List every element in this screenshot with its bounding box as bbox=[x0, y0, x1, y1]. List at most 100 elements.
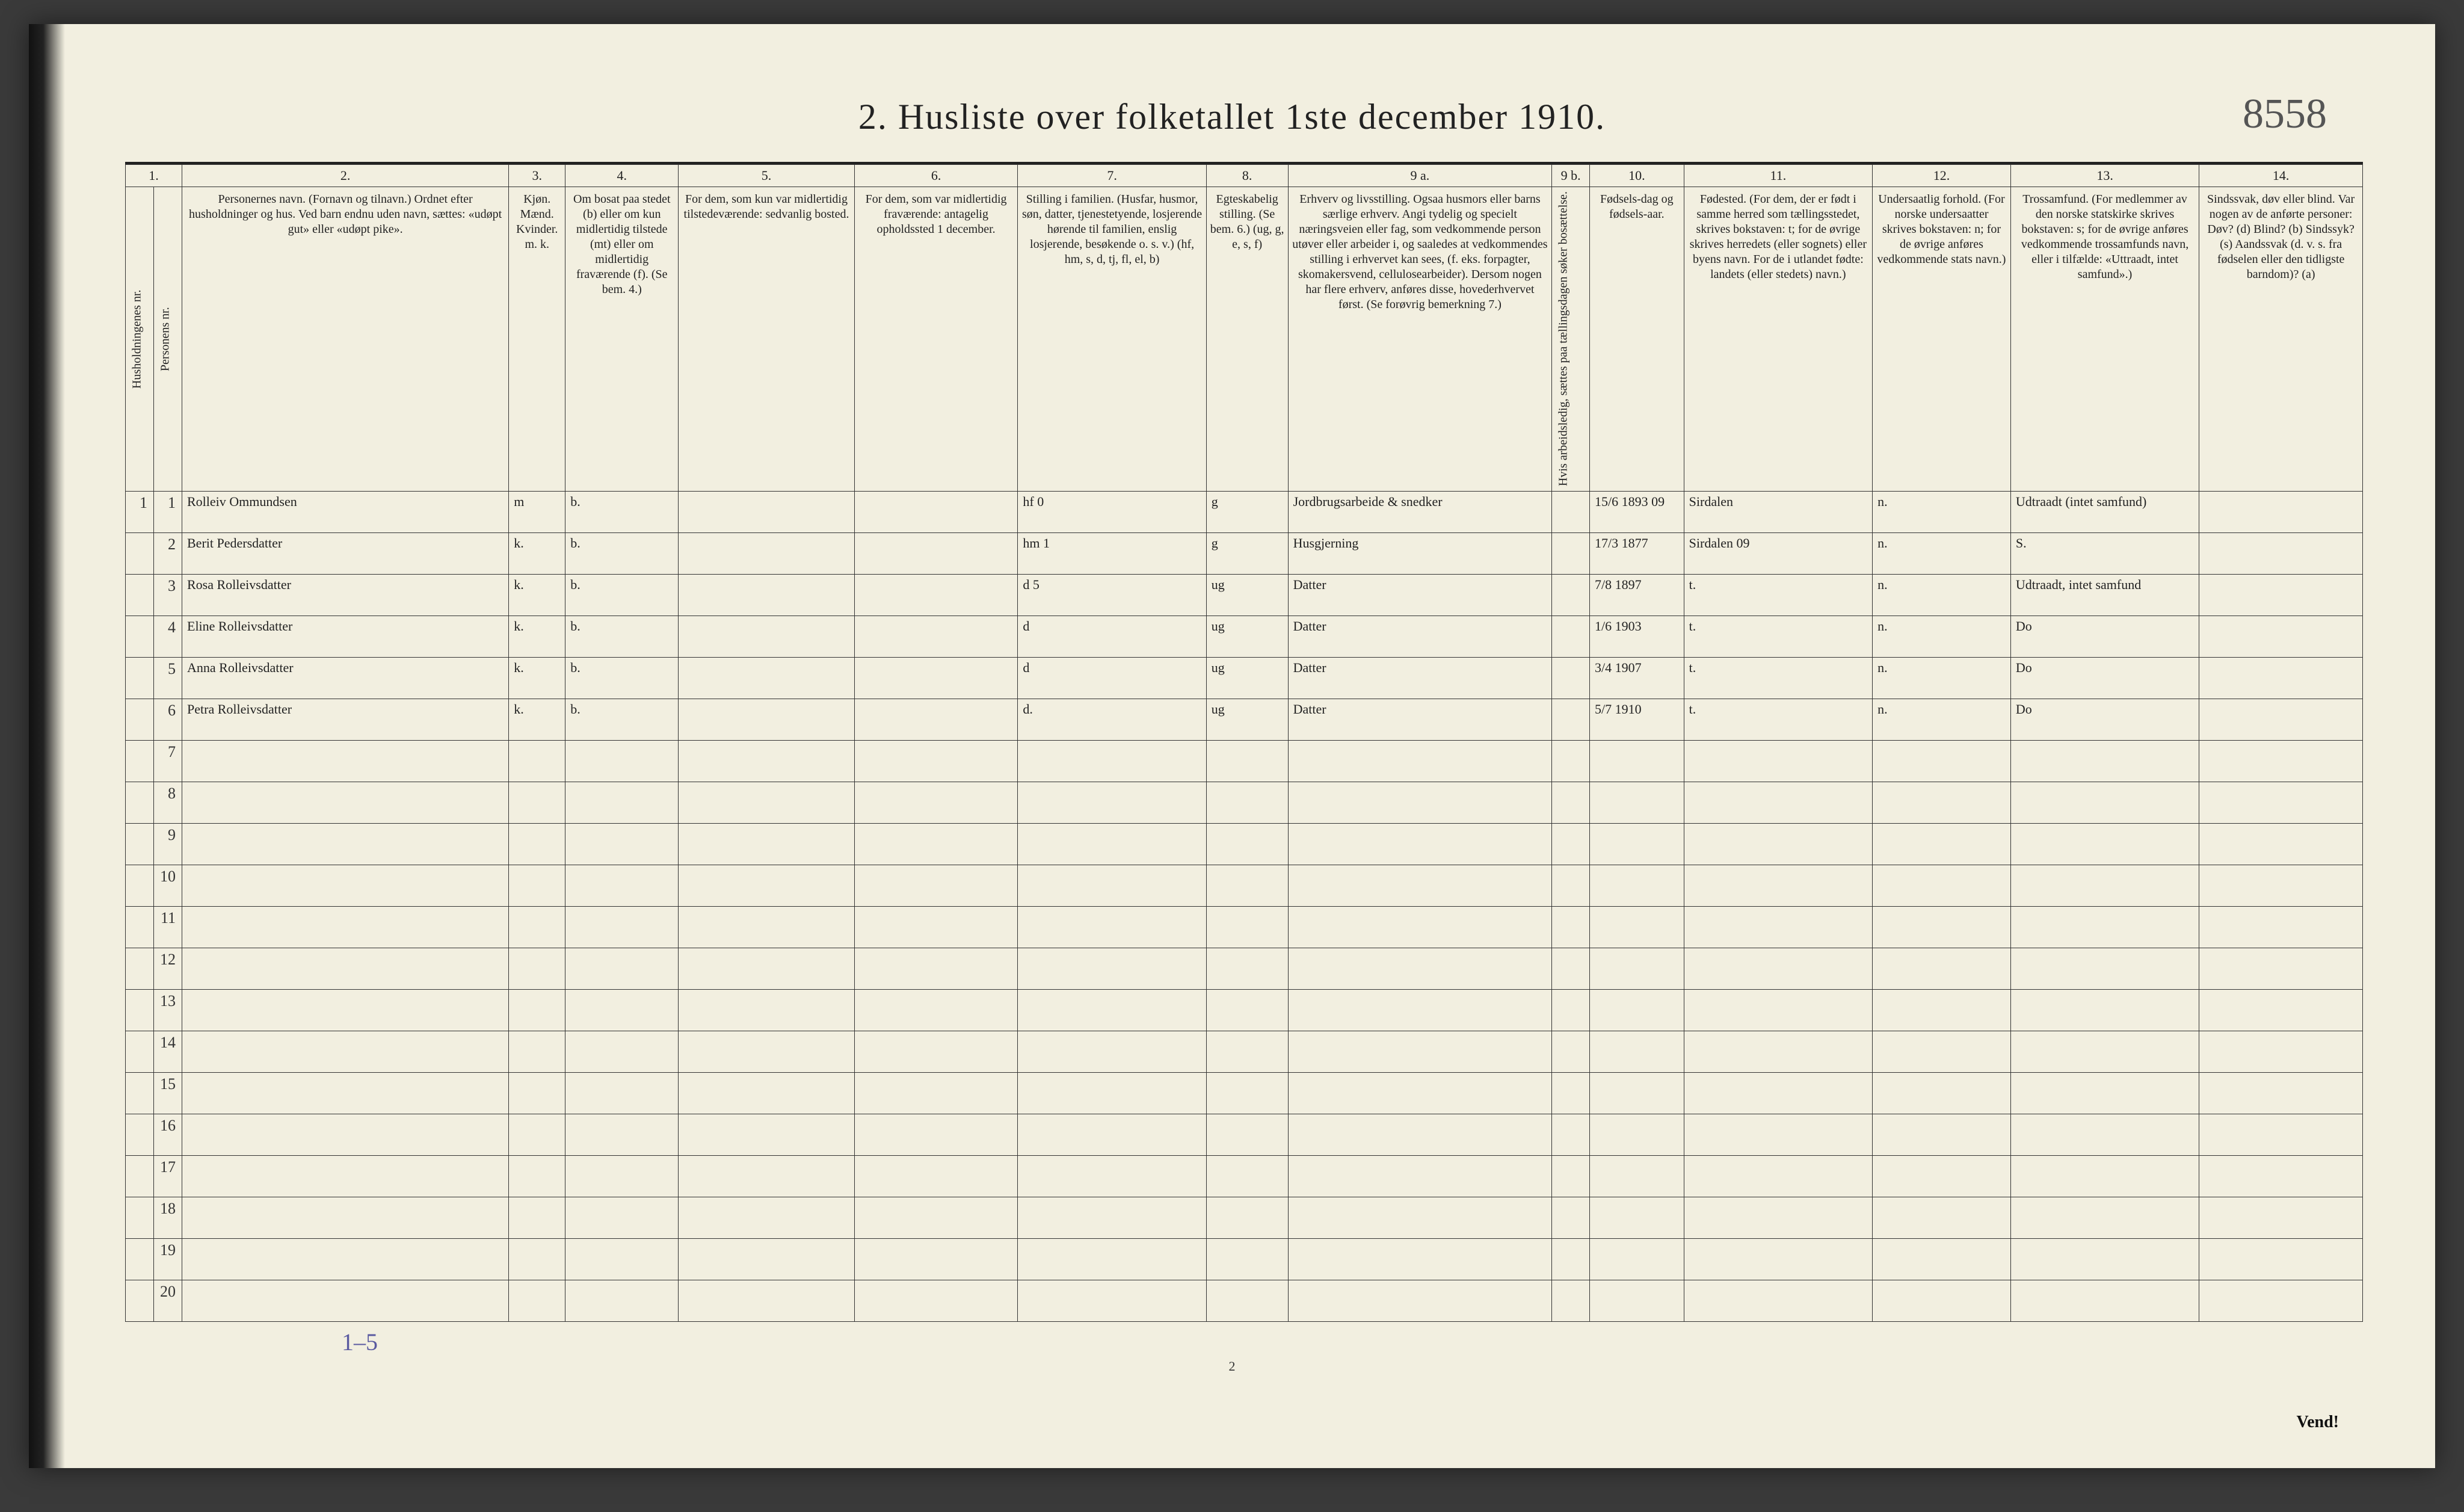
table-body: 11Rolleiv Ommundsenmb.hf 0gJordbrugsarbe… bbox=[126, 492, 2363, 1322]
cell-empty bbox=[1684, 1114, 1872, 1156]
cell-empty bbox=[182, 782, 509, 824]
cell-hh: 1 bbox=[126, 492, 154, 533]
cell-empty bbox=[2010, 741, 2199, 782]
cell-empty bbox=[2010, 1239, 2199, 1280]
cell-empty bbox=[854, 907, 1018, 948]
cell-empty bbox=[182, 741, 509, 782]
cell-empty bbox=[2199, 907, 2363, 948]
header-number-row: 1. 2. 3. 4. 5. 6. 7. 8. 9 a. 9 b. 10. 11… bbox=[126, 165, 2363, 187]
cell-empty bbox=[679, 1280, 855, 1322]
cell-empty bbox=[565, 907, 679, 948]
census-page: 8558 2. Husliste over folketallet 1ste d… bbox=[29, 24, 2435, 1468]
cell-empty bbox=[1873, 948, 2011, 990]
hdr-person-no: Personens nr. bbox=[154, 187, 182, 492]
cell-empty bbox=[126, 782, 154, 824]
cell-empty bbox=[1552, 824, 1590, 865]
cell-birth: 5/7 1910 bbox=[1589, 699, 1684, 741]
cell-pn: 13 bbox=[154, 990, 182, 1031]
cell-empty bbox=[565, 741, 679, 782]
cell-empty bbox=[1552, 1239, 1590, 1280]
margin-annotation: 1–5 bbox=[342, 1328, 2435, 1356]
cell-empty bbox=[1288, 1280, 1552, 1322]
table-row: 15 bbox=[126, 1073, 2363, 1114]
cell-empty bbox=[126, 1156, 154, 1197]
colnum-4: 4. bbox=[565, 165, 679, 187]
cell-empty bbox=[1018, 907, 1206, 948]
cell-empty bbox=[1018, 990, 1206, 1031]
cell-empty bbox=[854, 782, 1018, 824]
cell-empty bbox=[182, 948, 509, 990]
cell-empty bbox=[565, 782, 679, 824]
cell-sex: m bbox=[509, 492, 565, 533]
cell-empty bbox=[1288, 1073, 1552, 1114]
cell-empty bbox=[1018, 865, 1206, 907]
cell-pn: 6 bbox=[154, 699, 182, 741]
cell-empty bbox=[1684, 1239, 1872, 1280]
cell-empty bbox=[509, 1280, 565, 1322]
cell-famrel: d bbox=[1018, 616, 1206, 658]
cell-empty bbox=[1206, 990, 1288, 1031]
table-row: 11Rolleiv Ommundsenmb.hf 0gJordbrugsarbe… bbox=[126, 492, 2363, 533]
cell-famrel: hf 0 bbox=[1018, 492, 1206, 533]
cell-pn: 1 bbox=[154, 492, 182, 533]
cell-empty bbox=[679, 907, 855, 948]
cell-empty bbox=[565, 1114, 679, 1156]
cell-disability bbox=[2199, 616, 2363, 658]
cell-empty bbox=[182, 990, 509, 1031]
cell-empty bbox=[126, 990, 154, 1031]
cell-birthplace: t. bbox=[1684, 616, 1872, 658]
cell-sex: k. bbox=[509, 616, 565, 658]
hdr-disability: Sindssvak, døv eller blind. Var nogen av… bbox=[2199, 187, 2363, 492]
hdr-unemployed: Hvis arbeidsledig, sættes paa tællingsda… bbox=[1552, 187, 1590, 492]
cell-sex: k. bbox=[509, 658, 565, 699]
cell-empty bbox=[182, 1073, 509, 1114]
colnum-14: 14. bbox=[2199, 165, 2363, 187]
cell-empty bbox=[1589, 741, 1684, 782]
cell-empty bbox=[1873, 1197, 2011, 1239]
cell-empty bbox=[679, 990, 855, 1031]
hdr-temp-absent: For dem, som var midlertidig fraværende:… bbox=[854, 187, 1018, 492]
cell-unemp bbox=[1552, 575, 1590, 616]
cell-res: b. bbox=[565, 699, 679, 741]
cell-empty bbox=[1873, 1280, 2011, 1322]
cell-marital: ug bbox=[1206, 575, 1288, 616]
cell-empty bbox=[1684, 948, 1872, 990]
cell-empty bbox=[182, 865, 509, 907]
cell-empty bbox=[2010, 907, 2199, 948]
cell-empty bbox=[2199, 865, 2363, 907]
cell-empty bbox=[1684, 1156, 1872, 1197]
cell-empty bbox=[509, 741, 565, 782]
cell-hh bbox=[126, 616, 154, 658]
cell-citizen: n. bbox=[1873, 492, 2011, 533]
cell-empty bbox=[679, 1031, 855, 1073]
cell-empty bbox=[1018, 1031, 1206, 1073]
cell-empty bbox=[1873, 1073, 2011, 1114]
cell-empty bbox=[679, 1197, 855, 1239]
cell-empty bbox=[1018, 948, 1206, 990]
cell-empty bbox=[1206, 782, 1288, 824]
cell-empty bbox=[1288, 824, 1552, 865]
cell-empty bbox=[1552, 865, 1590, 907]
cell-empty bbox=[1018, 1114, 1206, 1156]
cell-name: Berit Pedersdatter bbox=[182, 533, 509, 575]
cell-empty bbox=[1288, 1031, 1552, 1073]
cell-pn: 14 bbox=[154, 1031, 182, 1073]
colnum-8: 8. bbox=[1206, 165, 1288, 187]
cell-empty bbox=[1206, 907, 1288, 948]
cell-birthplace: t. bbox=[1684, 658, 1872, 699]
cell-temp-present bbox=[679, 533, 855, 575]
hdr-marital: Egteskabelig stilling. (Se bem. 6.) (ug,… bbox=[1206, 187, 1288, 492]
cell-empty bbox=[182, 824, 509, 865]
cell-empty bbox=[182, 1156, 509, 1197]
cell-pn: 5 bbox=[154, 658, 182, 699]
cell-empty bbox=[1589, 907, 1684, 948]
cell-empty bbox=[854, 865, 1018, 907]
cell-empty bbox=[854, 824, 1018, 865]
cell-empty bbox=[1589, 1156, 1684, 1197]
cell-empty bbox=[126, 1280, 154, 1322]
cell-birthplace: Sirdalen bbox=[1684, 492, 1872, 533]
table-row: 2Berit Pedersdatterk.b.hm 1gHusgjerning1… bbox=[126, 533, 2363, 575]
cell-empty bbox=[2010, 1156, 2199, 1197]
cell-empty bbox=[1552, 1156, 1590, 1197]
cell-empty bbox=[2010, 782, 2199, 824]
